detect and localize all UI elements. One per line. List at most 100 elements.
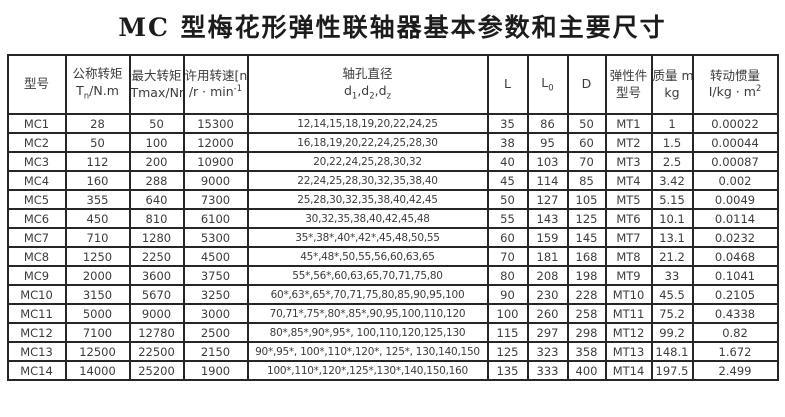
col-header-bore-diameter-line: d1,d2,dz: [250, 82, 486, 103]
cell-mass: 10.1: [650, 208, 694, 229]
cell-mass: 2.5: [650, 151, 694, 172]
cell-model: MC12: [6, 322, 67, 343]
header-text: n: [83, 91, 90, 102]
cell-allowable-speed: 3000: [182, 303, 249, 324]
cell-diameter-D: 50: [566, 113, 607, 134]
cell-allowable-speed: 3750: [182, 265, 249, 286]
cell-elastic-part-model: MT14: [604, 360, 653, 381]
cell-length-L: 35: [486, 113, 529, 134]
cell-max-torque: 3600: [128, 265, 185, 286]
cell-bore-diameter: 25,28,30,32,35,38,40,42,45: [246, 189, 489, 210]
col-header-model: 型号: [6, 54, 67, 115]
cell-length-L0: 230: [526, 284, 569, 305]
cell-nominal-torque: 1250: [64, 246, 131, 267]
cell-model: MC4: [6, 170, 67, 191]
cell-elastic-part-model: MT12: [604, 322, 653, 343]
cell-mass: 148.1: [650, 341, 694, 362]
col-header-diameter-D-line: D: [570, 76, 604, 93]
col-header-length-L-line: L: [490, 76, 526, 93]
table-row-mc1: MC1 28 50 15300 12,14,15,18,19,20,22,24,25 35…: [6, 113, 779, 134]
cell-diameter-D: 85: [566, 170, 607, 191]
cell-bore-diameter: 100*,110*,120*,125*,130*,140,150,160: [246, 360, 489, 381]
cell-max-torque: 200: [128, 151, 185, 172]
cell-max-torque: 12780: [128, 322, 185, 343]
header-text: /N.m: [89, 82, 119, 98]
cell-max-torque: 640: [128, 189, 185, 210]
cell-model: MC6: [6, 208, 67, 229]
cell-length-L0: 159: [526, 227, 569, 248]
cell-diameter-D: 60: [566, 132, 607, 153]
header-text: ,d: [374, 82, 387, 98]
cell-diameter-D: 298: [566, 322, 607, 343]
cell-bore-diameter: 30,32,35,38,40,42,45,48: [246, 208, 489, 229]
cell-max-torque: 288: [128, 170, 185, 191]
table-row-mc8: MC8 1250 2250 4500 45*,48*,50,55,56,60,63,65…: [6, 246, 779, 267]
cell-model: MC7: [6, 227, 67, 248]
cell-mass: 33: [650, 265, 694, 286]
header-text: T: [76, 82, 84, 98]
col-header-elastic-part-model-line: 型号: [608, 85, 650, 102]
cell-allowable-speed: 1900: [182, 360, 249, 381]
cell-rotational-inertia: 0.4338: [691, 303, 779, 324]
cell-elastic-part-model: MT5: [604, 189, 653, 210]
cell-nominal-torque: 28: [64, 113, 131, 134]
col-header-rotational-inertia-line: I/kg · m2: [695, 84, 776, 101]
cell-bore-diameter: 90*,95*, 100*,110*,120*, 125*, 130,140,1…: [246, 341, 489, 362]
cell-allowable-speed: 5300: [182, 227, 249, 248]
col-header-bore-diameter: 轴孔直径 d1,d2,dz: [246, 54, 489, 115]
table-row-mc3: MC3 112 200 10900 20,22,24,25,28,30,32 40 103 7…: [6, 151, 779, 172]
cell-allowable-speed: 2500: [182, 322, 249, 343]
cell-rotational-inertia: 2.499: [691, 360, 779, 381]
col-header-nominal-torque-line: 公称转矩: [68, 66, 128, 83]
cell-diameter-D: 70: [566, 151, 607, 172]
cell-max-torque: 25200: [128, 360, 185, 381]
col-header-nominal-torque-line: Tn/N.m: [68, 82, 128, 103]
col-header-rotational-inertia: 转动惯量 I/kg · m2: [691, 54, 779, 115]
cell-length-L0: 143: [526, 208, 569, 229]
table-row-mc2: MC2 50 100 12000 16,18,19,20,22,24,25,28,30 3…: [6, 132, 779, 153]
header-text: 0: [548, 83, 554, 94]
cell-elastic-part-model: MT8: [604, 246, 653, 267]
cell-max-torque: 5670: [128, 284, 185, 305]
header-text: -1: [233, 84, 243, 95]
cell-elastic-part-model: MT10: [604, 284, 653, 305]
col-header-max-torque-line: 最大转矩: [132, 68, 182, 85]
table-body: MC1 28 50 15300 12,14,15,18,19,20,22,24,25 35…: [6, 113, 779, 381]
cell-length-L0: 95: [526, 132, 569, 153]
header-text: 许用转速[n]: [184, 67, 248, 83]
table-row-mc5: MC5 355 640 7300 25,28,30,32,35,38,40,42,45 5…: [6, 189, 779, 210]
col-header-length-L0: L0: [526, 54, 569, 115]
cell-diameter-D: 228: [566, 284, 607, 305]
header-text: z: [386, 91, 392, 102]
cell-bore-diameter: 16,18,19,20,22,24,25,28,30: [246, 132, 489, 153]
header-text: 型号: [23, 76, 49, 92]
cell-length-L: 135: [486, 360, 529, 381]
cell-allowable-speed: 4500: [182, 246, 249, 267]
header-text: I/kg · m: [708, 84, 756, 100]
cell-bore-diameter: 80*,85*,90*,95*, 100,110,120,125,130: [246, 322, 489, 343]
header-text: /r · min: [188, 84, 234, 100]
cell-rotational-inertia: 0.00044: [691, 132, 779, 153]
cell-length-L: 90: [486, 284, 529, 305]
cell-bore-diameter: 20,22,24,25,28,30,32: [246, 151, 489, 172]
cell-nominal-torque: 5000: [64, 303, 131, 324]
cell-elastic-part-model: MT9: [604, 265, 653, 286]
col-header-allowable-speed-line: /r · min-1: [186, 84, 246, 101]
cell-nominal-torque: 2000: [64, 265, 131, 286]
header-text: 2: [369, 91, 375, 102]
cell-model: MC14: [6, 360, 67, 381]
cell-rotational-inertia: 0.82: [691, 322, 779, 343]
header-text: 轴孔直径: [342, 66, 393, 82]
header-text: 弹性件: [609, 67, 648, 83]
cell-length-L0: 181: [526, 246, 569, 267]
header-text: 公称转矩: [72, 66, 123, 82]
cell-nominal-torque: 160: [64, 170, 131, 191]
cell-mass: 21.2: [650, 246, 694, 267]
table-row-mc4: MC4 160 288 9000 22,24,25,28,30,32,35,38,40 4…: [6, 170, 779, 191]
cell-diameter-D: 125: [566, 208, 607, 229]
cell-length-L0: 114: [526, 170, 569, 191]
col-header-bore-diameter-line: 轴孔直径: [250, 66, 486, 83]
col-header-allowable-speed: 许用转速[n]/r · min-1: [182, 54, 249, 115]
